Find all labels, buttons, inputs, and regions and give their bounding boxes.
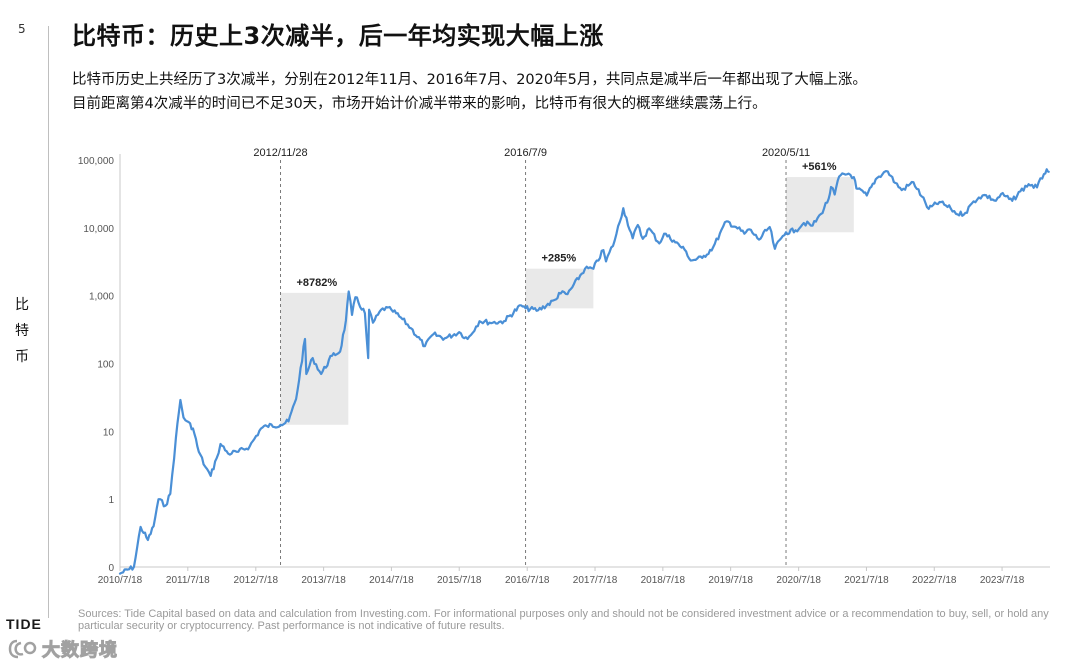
page-subtitle: 比特币历史上共经历了3次减半，分别在2012年11月、2016年7月、2020年… (72, 68, 1072, 116)
tide-logo: TIDE (6, 616, 42, 632)
annotation-layer: 2012/11/28 +8782% 2016/7/9 +285% 2020/5/11 +5… (253, 147, 836, 289)
halving-gain-label-2: +285% (542, 253, 577, 265)
x-tick-label-10: 2020/7/18 (776, 575, 821, 586)
halving-line-layer (280, 160, 787, 567)
page-title: 比特币：历史上3次减半，后一年均实现大幅上涨 (72, 22, 604, 50)
x-tick-label-12: 2022/7/18 (912, 575, 957, 586)
halving-date-label-1: 2012/11/28 (253, 147, 307, 159)
sources-note: Sources: Tide Capital based on data and … (78, 608, 1049, 632)
x-tick-label-6: 2016/7/18 (505, 575, 550, 586)
y-tick-label-3: 100 (97, 360, 114, 371)
halving-date-label-2: 2016/7/9 (504, 147, 547, 159)
x-tick-label-8: 2018/7/18 (641, 575, 686, 586)
x-tick-label-4: 2014/7/18 (369, 575, 414, 586)
x-tick-label-3: 2013/7/18 (301, 575, 346, 586)
watermark-logo-icon (8, 639, 37, 659)
halving-gain-label-3: +561% (802, 161, 837, 173)
subtitle-line-2: 目前距离第4次减半的时间已不足30天，市场开始计价减半带来的影响，比特币有很大的… (72, 96, 767, 112)
x-tick-label-13: 2023/7/18 (980, 575, 1025, 586)
x-tick-label-1: 2011/7/18 (166, 575, 210, 586)
y-tick-label-4: 10 (103, 427, 115, 438)
x-tick-label-2: 2012/7/18 (234, 575, 279, 586)
x-tick-label-9: 2019/7/18 (708, 575, 753, 586)
side-divider (48, 26, 49, 618)
page-number: 5 (18, 22, 26, 36)
halving-gain-label-1: +8782% (297, 277, 338, 289)
subtitle-line-1: 比特币历史上共经历了3次减半，分别在2012年11月、2016年7月、2020年… (72, 72, 867, 88)
x-tick-label-0: 2010/7/18 (98, 575, 143, 586)
halving-date-label-3: 2020/5/11 (762, 147, 810, 159)
y-tick-label-2: 1,000 (89, 292, 114, 303)
y-tick-label-1: 10,000 (83, 224, 114, 235)
y-tick-label-0: 100,000 (78, 156, 115, 167)
side-label: 比特币 (15, 297, 29, 365)
halving-shade-1 (280, 292, 349, 425)
y-tick-label-5: 1 (108, 495, 114, 506)
halving-shade-3 (786, 177, 854, 233)
halving-shade-2 (525, 268, 594, 309)
x-tick-label-11: 2021/7/18 (844, 575, 889, 586)
series-layer (118, 168, 1050, 575)
x-tick-label-5: 2015/7/18 (437, 575, 482, 586)
price-series-line-1 (118, 168, 1050, 575)
x-tick-label-7: 2017/7/18 (573, 575, 618, 586)
watermark: 大数跨境 (8, 636, 118, 662)
halving-shade-layer (280, 177, 854, 425)
watermark-text: 大数跨境 (42, 640, 118, 662)
y-tick-label-6: 0 (108, 563, 114, 574)
